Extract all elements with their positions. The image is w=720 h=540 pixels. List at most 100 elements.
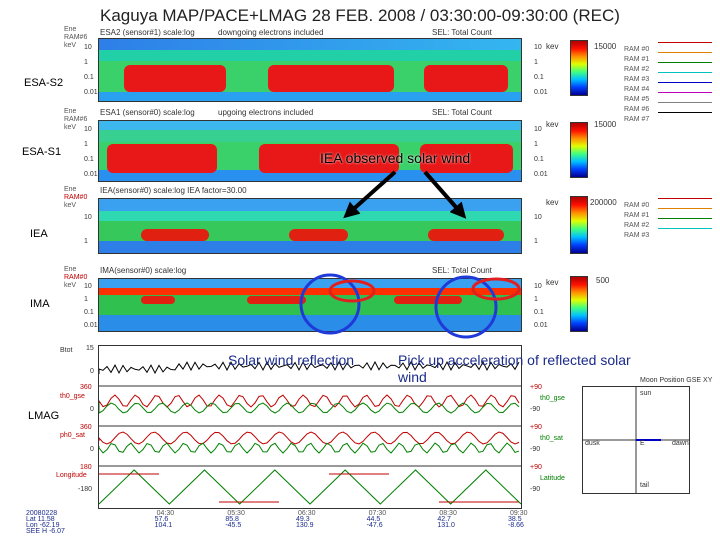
axis-hdr-text: RAM#6: [64, 34, 88, 41]
yticks-esa-s2: 10 1 0.1 0.01: [84, 40, 98, 100]
lmag-longitude-trace: [98, 469, 522, 505]
ytick: -90: [530, 486, 541, 493]
ytick: -90: [530, 406, 541, 413]
time-axis: 04:30 05:30 06:30 07:30 08:30 09:30 20080228 La…: [0, 510, 720, 540]
moon-label-tail: tail: [640, 482, 649, 489]
legend-swatch: [658, 42, 712, 43]
yticks-right-esa-s2: 10 1 0.1 0.01: [534, 40, 548, 100]
legend-entry: RAM #3: [624, 68, 714, 83]
ytick: 10: [534, 44, 542, 51]
moon-label-dusk: dusk: [585, 440, 600, 447]
time-row-value: 104.1: [154, 522, 173, 529]
time-row-value: 131.0: [437, 522, 455, 529]
time-row-value: 85.8: [225, 516, 239, 523]
yticks-right-ima: 10 1 0.1 0.01: [534, 280, 548, 332]
axis-hdr-text: RAM#0: [64, 274, 88, 281]
yticks-iea: 10 1: [84, 206, 92, 254]
annotation-reflection: Solar wind reflection: [228, 352, 355, 368]
ytick: 15: [86, 345, 94, 352]
legend-label: RAM #1: [624, 212, 650, 219]
spectrogram-blob: [394, 295, 462, 304]
moon-position-box: [582, 386, 690, 494]
unit-label: kev: [546, 198, 559, 207]
annotation-pickup: Pick up acceleration of reflected solar …: [398, 352, 631, 385]
moon-label-e: E: [640, 440, 645, 447]
lmag-panel: [98, 345, 522, 509]
spectrogram-band: [99, 210, 521, 221]
spectrogram-esa-s1: [98, 120, 522, 182]
time-row-value: 57.6: [154, 516, 169, 523]
colorbar-esa-s1: [570, 122, 588, 178]
legend-swatch: [658, 228, 712, 229]
legend-swatch: [658, 62, 712, 63]
panel-label-lmag: LMAG: [28, 410, 60, 422]
axis-hdr-text: RAM#0: [64, 194, 88, 201]
unit-label: kev: [546, 120, 559, 129]
legend-entry: RAM #2: [624, 58, 714, 73]
legend-label: RAM #4: [624, 86, 650, 93]
spectrogram-band: [99, 199, 521, 211]
colorbar-max: 15000: [594, 120, 617, 129]
axis-hdr-text: RAM#6: [64, 116, 88, 123]
lmag-th0gse-label: th0_gse: [60, 393, 85, 400]
time-row-label: Lon -62.19: [26, 522, 60, 529]
lmag-th0gse-right-trace: [98, 401, 520, 414]
spectrogram-band: [99, 170, 521, 181]
ytick: 1: [84, 238, 88, 245]
time-tick: 09:30: [510, 510, 528, 517]
blue-circle-reflection-1: [299, 273, 361, 335]
time-row-value: 44.5: [366, 516, 381, 523]
ytick: 0.01: [534, 89, 548, 96]
panel-header-left: ESA1 (sensor#0) scale:log: [100, 108, 195, 117]
panel-label-ima: IMA: [30, 298, 50, 310]
lmag-right-name: th0_gse: [540, 395, 565, 402]
lmag-latitude-trace: [99, 473, 519, 503]
ytick: 1: [534, 141, 538, 148]
time-row-value: -45.5: [225, 522, 242, 529]
axis-hdr-text: keV: [64, 124, 77, 131]
spectrogram-band: [99, 50, 521, 62]
ytick: 0.1: [534, 156, 544, 163]
moon-label-sun: sun: [640, 390, 652, 397]
ytick: 0.1: [84, 74, 94, 81]
yticks-ima: 10 1 0.1 0.01: [84, 280, 98, 332]
panel-label-iea: IEA: [30, 228, 48, 240]
legend-ram-iea: RAM #0 RAM #1 RAM #2 RAM #3: [624, 194, 714, 239]
panel-header-right: SEL: Total Count: [432, 266, 492, 275]
ytick: -90: [530, 446, 541, 453]
colorbar-iea: [570, 196, 588, 254]
ytick: -180: [78, 486, 93, 493]
legend-entry: RAM #1: [624, 48, 714, 63]
ytick: 1: [84, 59, 88, 66]
legend-entry: RAM #0: [624, 38, 714, 53]
legend-entry: RAM #6: [624, 98, 714, 113]
legend-ram-top: RAM #0 RAM #1 RAM #2 RAM #3 RAM #4 RAM #5 RAM …: [624, 38, 714, 123]
ytick: 10: [84, 126, 92, 133]
ytick: 0.1: [534, 309, 544, 316]
spectrogram-blob: [141, 228, 209, 241]
legend-label: RAM #7: [624, 116, 650, 123]
lmag-ph0sat-label: ph0_sat: [60, 432, 85, 439]
panel-header-right: SEL: Total Count: [432, 108, 492, 117]
axis-hdr-text: keV: [64, 202, 77, 209]
ytick: 0.01: [534, 171, 548, 178]
legend-entry: RAM #0: [624, 194, 714, 209]
ytick: 0: [90, 368, 94, 375]
page-title: Kaguya MAP/PACE+LMAG 28 FEB. 2008 / 03:3…: [100, 6, 620, 25]
yticks-esa-s1: 10 1 0.1 0.01: [84, 122, 98, 182]
legend-label: RAM #3: [624, 76, 650, 83]
spectrogram-iea: [98, 198, 522, 254]
ytick: 0.1: [534, 74, 544, 81]
time-row-label: 20080228: [26, 510, 58, 517]
axis-hdr-text: keV: [64, 282, 77, 289]
ytick: +90: [530, 424, 542, 431]
spectrogram-blob: [246, 295, 306, 304]
lmag-btot-trace: [98, 360, 520, 375]
spectrogram-esa-s2: [98, 38, 522, 102]
panel-header-left: IEA(sensor#0) scale:log IEA factor=30.00: [100, 186, 247, 195]
moon-label-dawn: dawn: [672, 440, 689, 447]
ytick: 180: [80, 464, 92, 471]
lmag-plot: [98, 360, 522, 505]
axis-hdr-text: keV: [64, 42, 77, 49]
ytick: 0.01: [84, 89, 98, 96]
